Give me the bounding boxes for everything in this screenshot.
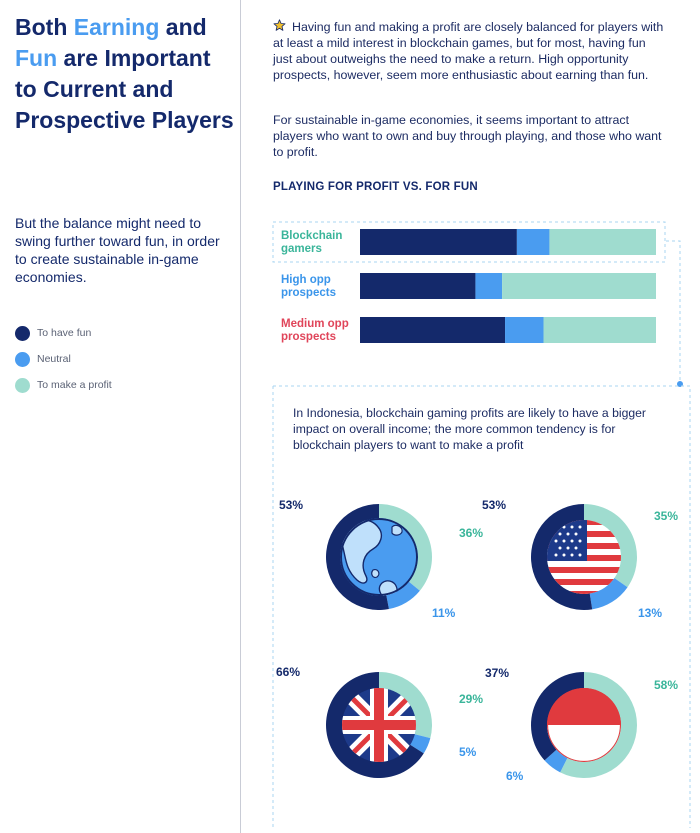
us-flag-icon: [547, 520, 621, 594]
legend-swatch-fun: [15, 326, 30, 341]
bar-segment: [516, 229, 550, 255]
bar-category-label: Medium opp prospects: [281, 318, 349, 343]
bar-segment: [475, 273, 503, 299]
bar-segment: [360, 317, 506, 343]
bar-category-label: Blockchain gamers: [281, 230, 342, 255]
title-accent-fun: Fun: [15, 45, 58, 71]
title-part: are Important to Current and Prospective…: [15, 45, 234, 133]
page-subtitle: But the balance might need to swing furt…: [15, 215, 220, 285]
donut-value-label: 53%: [482, 498, 506, 512]
donut-value-label: 5%: [459, 745, 477, 759]
donut-segment: [531, 504, 593, 610]
bar-chart: Blockchain gamers High opp prospects Medium …: [281, 229, 656, 343]
legend-label: Neutral: [37, 353, 71, 365]
legend-swatch-neutral: [15, 352, 30, 367]
legend-swatch-profit: [15, 378, 30, 393]
donut-value-label: 58%: [654, 678, 678, 692]
bar-segment: [549, 229, 656, 255]
left-panel: Both Earning and Fun are Important to Cu…: [0, 0, 241, 833]
indonesia-box-border: [272, 385, 691, 828]
bar-chart-title: PLAYING FOR PROFIT VS. FOR FUN: [273, 181, 478, 193]
bar-segment: [505, 317, 544, 343]
donut-value-label: 35%: [654, 509, 678, 523]
donut-value-label: 11%: [432, 606, 456, 620]
bar-segment: [360, 273, 476, 299]
intro-text: Having fun and making a profit are close…: [273, 20, 664, 82]
donut-charts: 53% 36% 11% 53% 35% 13% 66% 29% 5% 37% 58% 6%: [276, 498, 678, 783]
title-part: and: [159, 14, 207, 40]
donut-value-label: 29%: [459, 692, 483, 706]
legend-label: To make a profit: [37, 379, 112, 391]
bar-segment: [502, 273, 656, 299]
star-icon: [273, 19, 286, 31]
bar-segment: [360, 229, 517, 255]
dashed-connector: [666, 240, 681, 384]
donut-value-label: 37%: [485, 666, 509, 680]
donut-segment: [326, 504, 389, 610]
title-accent-earning: Earning: [73, 14, 160, 40]
bar-segment: [543, 317, 656, 343]
donut-value-label: 53%: [279, 498, 303, 512]
legend-label: To have fun: [37, 327, 92, 339]
donut-value-label: 66%: [276, 665, 300, 679]
intro-paragraph-2: For sustainable in-game economies, it se…: [273, 113, 662, 159]
donut-segment: [560, 672, 637, 778]
donut-value-label: 13%: [638, 606, 662, 620]
indonesia-caption: In Indonesia, blockchain gaming profits …: [293, 406, 646, 452]
title-part: Both: [15, 14, 74, 40]
intro-paragraph: Having fun and making a profit are close…: [273, 19, 668, 83]
bar-category-label: High opp prospects: [281, 274, 336, 299]
donut-value-label: 6%: [506, 769, 524, 783]
donut-value-label: 36%: [459, 526, 483, 540]
page-title: Both Earning and Fun are Important to Cu…: [15, 12, 235, 136]
